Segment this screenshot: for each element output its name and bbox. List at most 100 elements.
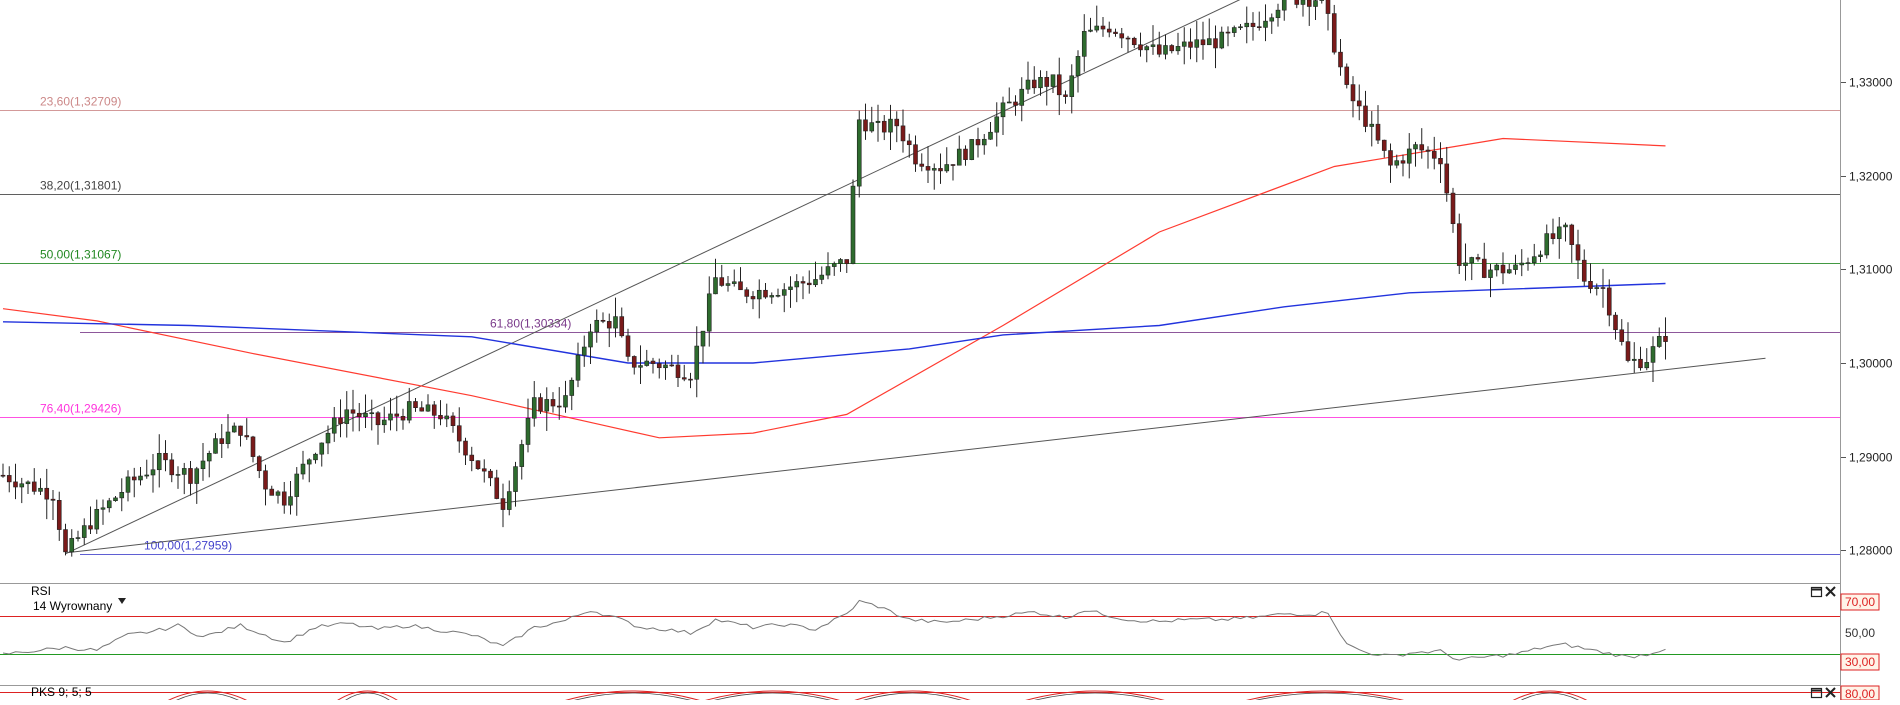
fib-level-label: 38,20(1,31801) — [40, 179, 121, 193]
candle-body — [1538, 254, 1543, 257]
candle-body — [1163, 45, 1168, 55]
pks-line — [857, 692, 968, 703]
rsi-level-30-tag: 30,00 — [1840, 653, 1880, 671]
candle-body — [600, 319, 606, 322]
candle-body — [650, 360, 656, 364]
candle-body — [731, 281, 737, 284]
pks-level-tag: 80,00 — [1840, 685, 1880, 701]
candle-body — [350, 409, 356, 414]
candle-body — [1381, 139, 1387, 151]
candle-body — [1194, 39, 1200, 48]
rsi-panel — [0, 599, 1840, 661]
candle-body — [1063, 94, 1068, 97]
candle-body — [275, 491, 281, 496]
fib-level-label: 76,40(1,29426) — [40, 402, 121, 416]
candle-body — [406, 401, 412, 421]
candle-body — [681, 377, 687, 380]
candle-body — [194, 468, 200, 484]
candle-body — [575, 354, 581, 381]
candle-body — [356, 412, 362, 418]
pks-close-icon[interactable] — [1825, 687, 1836, 698]
candle-body — [1169, 45, 1175, 52]
candle-body — [456, 425, 462, 442]
candle-body — [256, 456, 262, 472]
candle-body — [188, 468, 193, 484]
candle-body — [738, 281, 743, 291]
candle-body — [1613, 314, 1618, 331]
candle-body — [813, 279, 818, 286]
candle-body — [750, 296, 756, 300]
candle-body — [1088, 29, 1093, 32]
candle-body — [869, 122, 875, 132]
candle-body — [175, 474, 181, 476]
candle-body — [781, 289, 787, 296]
candle-body — [1406, 148, 1412, 164]
pks-panel — [0, 690, 1840, 703]
rsi-level-70-tag: 70,00 — [1840, 593, 1880, 611]
fib-level-label: 23,60(1,32709) — [40, 95, 121, 109]
y-tick-label: 1,30000 — [1849, 357, 1893, 371]
candle-body — [588, 331, 593, 348]
candle-body — [863, 119, 868, 132]
candle-body — [688, 378, 693, 381]
candle-body — [1444, 163, 1450, 194]
candle-body — [531, 397, 537, 419]
candle-body — [1069, 75, 1075, 97]
pks-line — [1239, 690, 1411, 703]
y-tick-label: 1,33000 — [1849, 76, 1893, 90]
pks-title: PKS 9; 5; 5 — [31, 685, 92, 699]
candle-body — [856, 119, 862, 187]
candle-body — [525, 417, 531, 445]
candle-body — [394, 413, 400, 417]
candle-body — [325, 432, 331, 444]
candle-body — [381, 419, 387, 426]
candle-body — [319, 442, 325, 455]
candle-body — [125, 476, 131, 493]
candle-body — [506, 491, 512, 510]
candle-body — [1494, 264, 1500, 271]
candle-body — [1031, 79, 1037, 89]
candle-body — [1544, 233, 1550, 256]
pks-line — [1247, 692, 1403, 703]
candle-body — [250, 436, 256, 457]
candle-body — [1394, 160, 1400, 166]
candle-body — [269, 488, 275, 496]
candle-body — [825, 266, 831, 276]
candle-body — [1256, 26, 1262, 28]
candle-body — [313, 453, 318, 461]
candle-body — [1281, 0, 1287, 11]
candle-body — [1144, 46, 1150, 51]
candle-body — [219, 438, 225, 444]
candle-body — [56, 500, 62, 530]
candle-body — [50, 498, 56, 501]
candle-body — [563, 395, 568, 408]
candle-body — [281, 491, 287, 506]
candle-body — [1269, 17, 1275, 22]
candle-body — [413, 401, 418, 408]
candle-body — [1244, 22, 1250, 28]
pks-line — [172, 692, 243, 703]
candle-body — [1506, 269, 1512, 274]
y-tick-label: 1,28000 — [1849, 544, 1893, 558]
rsi-dropdown-icon[interactable] — [118, 598, 126, 604]
candle-body — [719, 277, 725, 286]
candle-body — [981, 138, 987, 146]
candle-body — [1588, 281, 1593, 289]
rsi-maximize-icon[interactable] — [1810, 586, 1823, 598]
rsi-close-icon[interactable] — [1825, 586, 1836, 597]
candle-body — [88, 525, 93, 530]
rsi-mid-label: 50,00 — [1845, 626, 1875, 640]
candle-body — [438, 415, 443, 420]
candle-body — [1350, 84, 1356, 102]
candle-body — [244, 435, 250, 438]
candle-body — [81, 525, 87, 538]
pks-line — [334, 690, 401, 703]
candle-body — [1650, 346, 1656, 363]
pks-maximize-icon[interactable] — [1810, 687, 1823, 699]
candle-body — [663, 364, 668, 369]
candle-body — [169, 459, 175, 476]
candle-body — [344, 409, 350, 424]
candle-body — [294, 473, 300, 497]
